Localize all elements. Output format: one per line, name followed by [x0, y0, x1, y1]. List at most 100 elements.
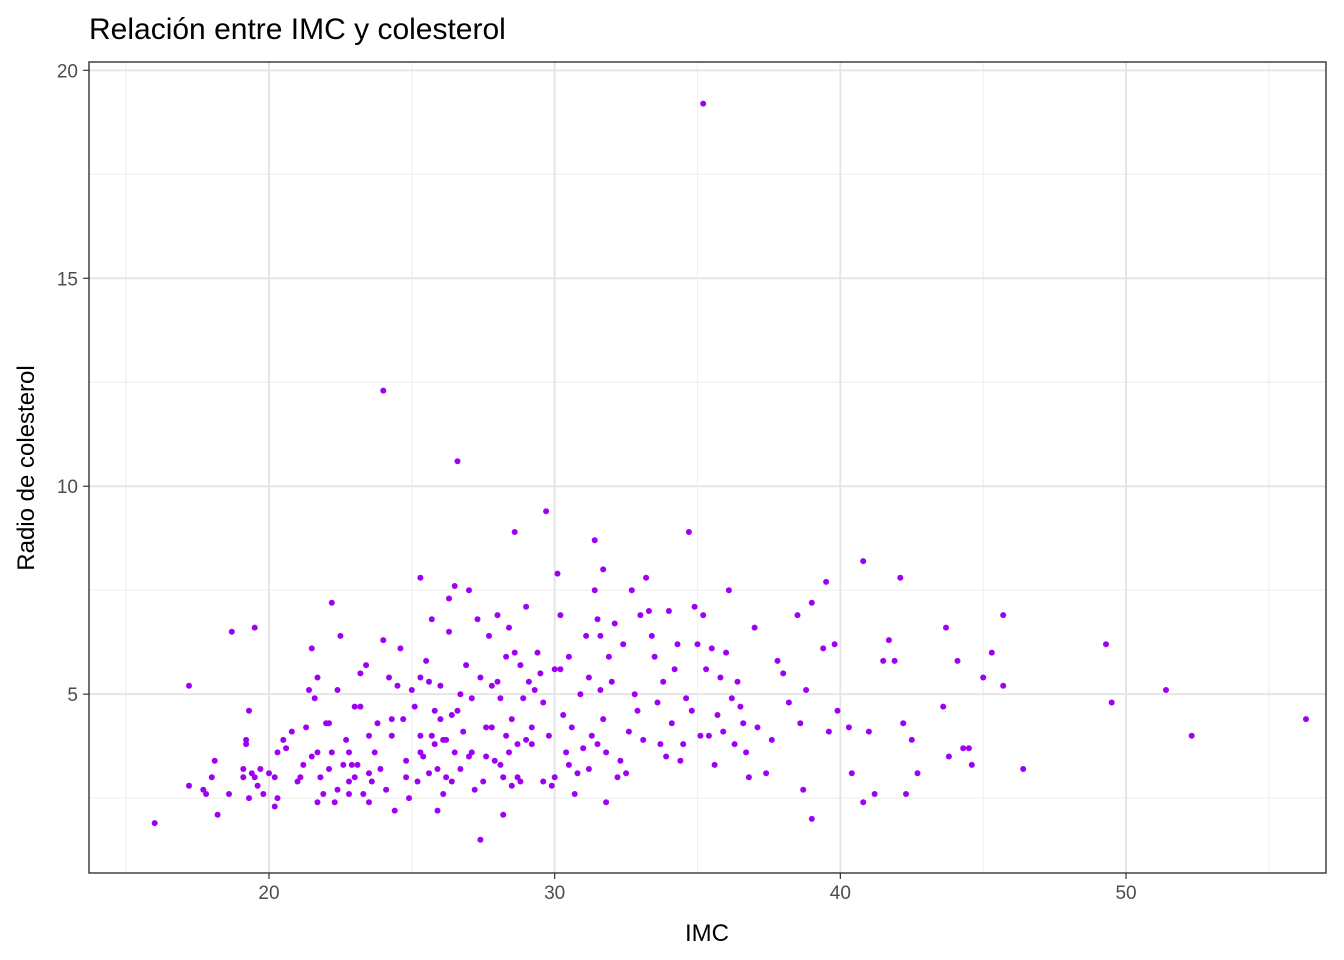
data-point	[700, 612, 707, 619]
data-point	[897, 574, 904, 581]
data-point	[960, 745, 967, 752]
data-point	[711, 761, 718, 768]
data-point	[1303, 716, 1309, 723]
data-point	[754, 724, 761, 731]
data-point	[588, 732, 595, 739]
data-point	[308, 753, 315, 760]
data-point	[491, 757, 498, 764]
data-point	[705, 732, 712, 739]
data-point	[340, 761, 347, 768]
data-point	[240, 774, 247, 781]
data-point	[648, 632, 655, 639]
data-point	[508, 716, 515, 723]
data-point	[720, 728, 727, 735]
x-tick-label: 40	[830, 883, 851, 904]
data-point	[543, 508, 550, 515]
data-point	[511, 529, 518, 535]
data-point	[548, 782, 555, 789]
data-point	[725, 587, 732, 594]
data-point	[257, 766, 264, 772]
data-point	[651, 653, 658, 660]
data-point	[477, 674, 484, 681]
data-point	[511, 649, 518, 656]
data-point	[557, 612, 564, 619]
data-points	[151, 100, 1309, 843]
data-point	[1163, 687, 1169, 693]
data-point	[645, 608, 652, 614]
data-point	[457, 766, 464, 772]
data-point	[463, 662, 470, 669]
data-point	[271, 774, 278, 781]
data-point	[637, 612, 644, 619]
data-point	[211, 757, 218, 764]
data-point	[420, 753, 427, 760]
y-tick-label: 10	[57, 477, 78, 498]
data-point	[577, 691, 584, 698]
data-point	[663, 753, 670, 760]
data-point	[968, 761, 975, 768]
data-point	[785, 699, 792, 706]
data-point	[497, 761, 504, 768]
data-point	[371, 749, 378, 756]
data-point	[486, 632, 492, 639]
data-point	[203, 791, 210, 797]
data-point	[545, 732, 552, 739]
data-point	[506, 624, 512, 631]
data-point	[520, 695, 527, 702]
data-point	[354, 761, 361, 768]
data-point	[943, 624, 949, 631]
data-point	[554, 570, 561, 577]
data-point	[534, 649, 541, 656]
data-point	[625, 728, 632, 735]
data-point	[300, 761, 307, 768]
data-point	[834, 707, 841, 714]
data-point	[326, 720, 332, 727]
data-point	[351, 703, 358, 710]
data-point	[448, 712, 455, 718]
data-point	[468, 749, 475, 756]
data-point	[500, 774, 507, 781]
data-point	[885, 637, 892, 644]
data-point	[631, 691, 638, 698]
data-point	[528, 724, 535, 731]
data-point	[366, 799, 372, 806]
data-point	[488, 724, 495, 731]
data-point	[640, 736, 647, 743]
data-point	[494, 678, 501, 685]
data-point	[368, 778, 375, 785]
data-point	[374, 720, 381, 727]
data-point	[386, 674, 392, 681]
data-point	[346, 778, 352, 785]
chart-title: Relación entre IMC y colesterol	[89, 13, 506, 46]
data-point	[414, 778, 421, 785]
data-point	[551, 774, 558, 781]
y-tick-label: 5	[67, 685, 78, 706]
data-point	[708, 645, 715, 652]
data-point	[605, 653, 612, 660]
data-point	[466, 587, 472, 594]
data-point	[685, 529, 692, 535]
data-point	[594, 741, 601, 748]
data-point	[337, 632, 344, 639]
data-point	[400, 716, 407, 723]
data-point	[417, 574, 424, 581]
data-point	[1108, 699, 1115, 706]
data-point	[283, 745, 290, 752]
data-point	[474, 616, 481, 623]
data-point	[671, 666, 678, 673]
data-point	[440, 791, 447, 797]
data-point	[603, 749, 610, 756]
data-point	[334, 687, 341, 693]
data-point	[574, 770, 581, 777]
data-point	[246, 795, 252, 802]
data-point	[568, 724, 575, 731]
data-point	[503, 732, 510, 739]
data-point	[585, 674, 592, 681]
data-point	[454, 458, 461, 465]
data-point	[1103, 641, 1109, 648]
data-point	[743, 749, 750, 756]
data-point	[348, 761, 355, 768]
data-point	[251, 774, 258, 781]
data-point	[457, 691, 464, 698]
data-point	[186, 782, 192, 789]
